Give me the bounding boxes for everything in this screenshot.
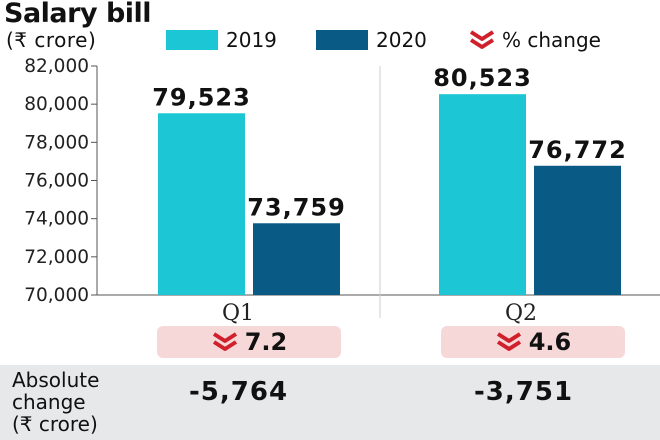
data-label: 80,523 xyxy=(433,64,532,92)
y-tick-label: 80,000 xyxy=(24,94,89,115)
absolute-change-panel: Absolute change (₹ crore) -5,764 -3,751 xyxy=(0,365,660,440)
double-chevron-down-icon xyxy=(212,332,237,351)
unit-label: (₹ crore) xyxy=(6,28,97,52)
absolute-change-label-line: change xyxy=(12,390,86,414)
y-tick-label: 76,000 xyxy=(24,171,89,192)
bar-2020-q2 xyxy=(534,165,621,295)
y-tick-label: 78,000 xyxy=(24,132,89,153)
pct-change-value-q1: 7.2 xyxy=(244,328,288,356)
pct-change-q2: 4.6 xyxy=(441,326,625,358)
data-label: 79,523 xyxy=(152,83,251,111)
legend-item-2019: 2019 xyxy=(166,28,277,52)
double-chevron-down-icon xyxy=(496,332,521,351)
legend-label-2019: 2019 xyxy=(226,28,277,52)
x-tick-label: Q2 xyxy=(505,301,537,326)
absolute-change-label-line: Absolute xyxy=(12,368,100,392)
absolute-change-label-line: (₹ crore) xyxy=(12,412,98,436)
legend-label-2020: 2020 xyxy=(376,28,427,52)
legend-swatch-2020 xyxy=(316,30,368,50)
double-chevron-down-icon xyxy=(469,30,495,49)
legend-label-pct: % change xyxy=(502,28,601,52)
bar-2019-q1 xyxy=(158,113,245,296)
bar-2020-q1 xyxy=(253,223,340,295)
chart-title: Salary bill xyxy=(4,0,152,29)
y-tick-label: 82,000 xyxy=(24,56,89,77)
absolute-change-label: Absolute change (₹ crore) xyxy=(12,369,99,435)
absolute-change-q2: -3,751 xyxy=(474,377,574,407)
bar-2019-q2 xyxy=(439,94,526,295)
data-label: 73,759 xyxy=(247,193,346,221)
pct-change-value-q2: 4.6 xyxy=(528,328,572,356)
legend-swatch-2019 xyxy=(166,30,218,50)
absolute-change-q1: -5,764 xyxy=(189,377,289,407)
bar-chart: 70,000 72,000 74,000 76,000 78,000 80,000 82,0… xyxy=(24,56,660,326)
y-tick-label: 72,000 xyxy=(24,247,89,268)
pct-change-q1: 7.2 xyxy=(157,326,341,358)
y-tick-label: 70,000 xyxy=(24,285,89,306)
data-label: 76,772 xyxy=(528,136,627,164)
legend-item-2020: 2020 xyxy=(316,28,427,52)
x-tick-label: Q1 xyxy=(222,301,254,326)
y-tick-label: 74,000 xyxy=(24,209,89,230)
legend-item-pct: % change xyxy=(468,28,601,52)
